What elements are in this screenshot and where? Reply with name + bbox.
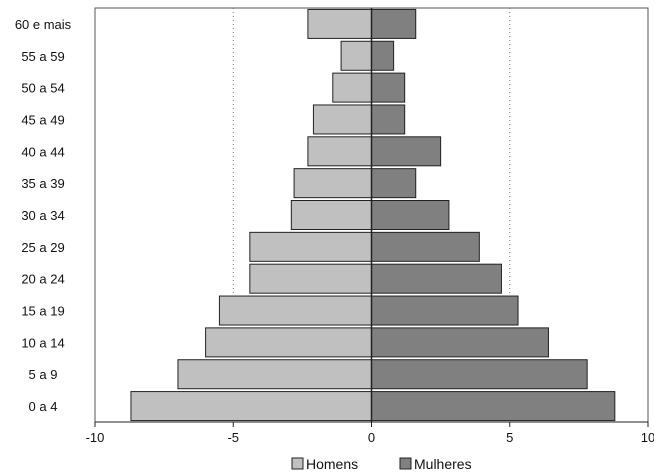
legend-label-mulheres: Mulheres <box>414 456 472 472</box>
bar-homens <box>340 40 372 71</box>
category-label: 45 a 49 <box>21 112 64 127</box>
bar-mulheres <box>371 8 417 39</box>
x-tick-label: -5 <box>227 430 239 445</box>
category-label: 20 a 24 <box>21 272 64 287</box>
bar-homens <box>293 168 372 199</box>
legend-label-homens: Homens <box>306 456 358 472</box>
bar-mulheres <box>371 391 616 422</box>
category-label: 40 a 44 <box>21 144 64 159</box>
x-tick-label: 5 <box>506 430 513 445</box>
bar-homens <box>307 136 372 167</box>
bar-homens <box>249 263 372 294</box>
category-label: 25 a 29 <box>21 240 64 255</box>
bar-homens <box>249 231 372 262</box>
x-tick-label: 10 <box>641 430 654 445</box>
category-label: 35 a 39 <box>21 176 64 191</box>
category-label: 5 a 9 <box>29 367 58 382</box>
category-label: 10 a 14 <box>21 335 64 350</box>
category-label: 0 a 4 <box>29 399 58 414</box>
bar-mulheres <box>371 231 480 262</box>
bar-mulheres <box>371 168 417 199</box>
bar-mulheres <box>371 295 519 326</box>
legend: Homens Mulheres <box>291 456 472 472</box>
category-label: 30 a 34 <box>21 208 64 223</box>
bar-mulheres <box>371 72 406 103</box>
legend-swatch-homens <box>291 457 304 470</box>
bar-homens <box>307 8 372 39</box>
plot-area: -10 -5 0 5 10 0 a 4 5 a 9 10 a 14 15 a 19 20 a 24… <box>15 7 654 445</box>
bar-mulheres <box>371 200 450 230</box>
bar-homens <box>312 104 372 135</box>
x-tick-label: 0 <box>368 430 375 445</box>
x-tick-label: -10 <box>86 430 105 445</box>
bar-homens <box>130 391 372 422</box>
bar-homens <box>290 200 372 230</box>
category-label: 55 a 59 <box>21 49 64 64</box>
bar-homens <box>218 295 372 326</box>
bar-mulheres <box>371 136 442 167</box>
category-label: 15 a 19 <box>21 304 64 319</box>
bar-homens <box>205 327 372 358</box>
bar-mulheres <box>371 359 588 390</box>
bar-homens <box>332 72 373 103</box>
bar-mulheres <box>371 327 549 358</box>
bar-mulheres <box>371 104 406 135</box>
bar-homens <box>177 359 372 390</box>
category-label: 50 a 54 <box>21 81 64 96</box>
bar-mulheres <box>371 263 502 294</box>
bar-mulheres <box>371 40 395 71</box>
category-label: 60 e mais <box>15 17 72 32</box>
legend-swatch-mulheres <box>399 457 412 470</box>
